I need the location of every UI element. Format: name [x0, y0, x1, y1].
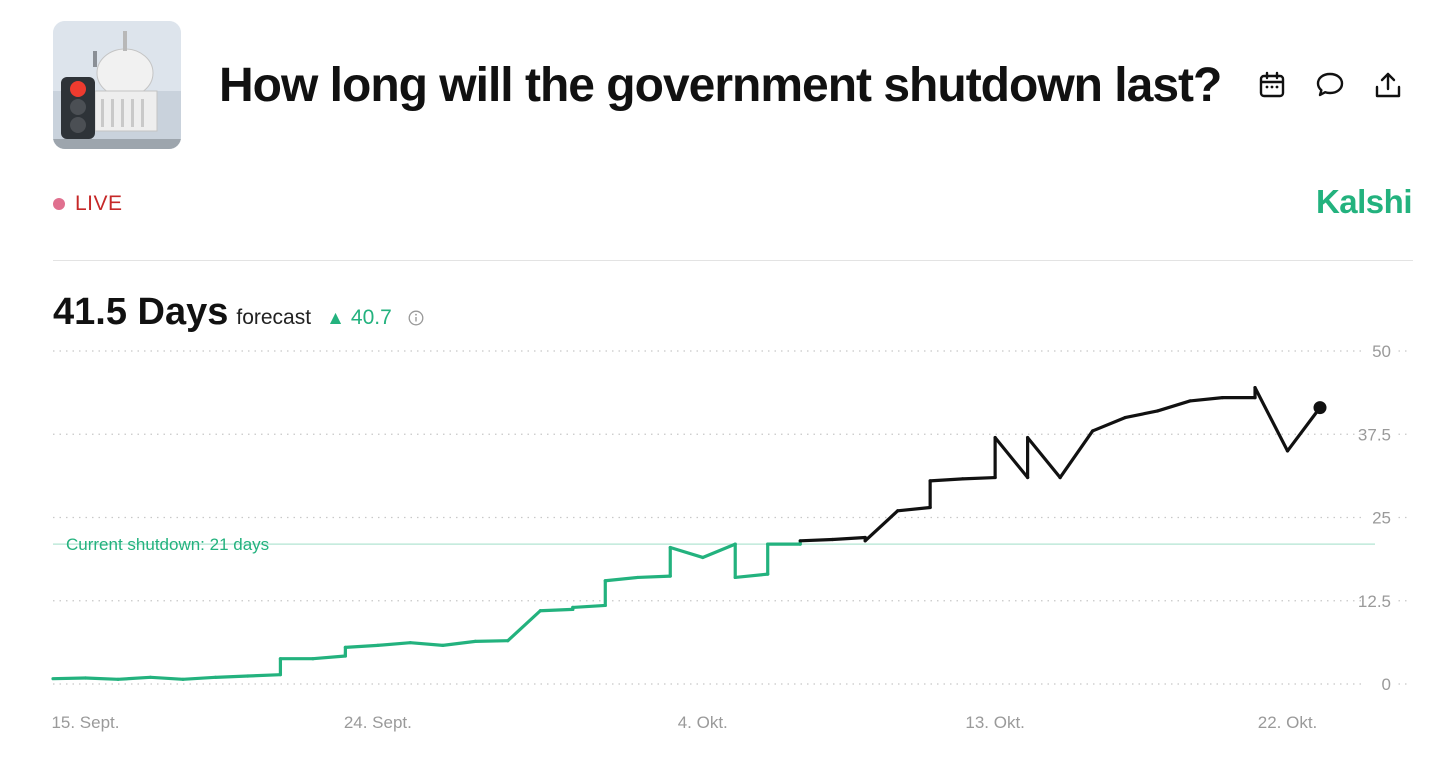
series-segment — [1188, 396, 1225, 403]
x-tick-label: 15. Sept. — [51, 713, 119, 732]
brand-logo[interactable]: Kalshi — [1315, 183, 1413, 220]
y-tick-label: 0 — [1382, 675, 1391, 694]
forecast-label: forecast — [236, 306, 312, 329]
reference-line-label: Current shutdown: 21 days — [66, 535, 269, 554]
y-tick-background — [1364, 340, 1396, 362]
series-segment — [538, 607, 575, 613]
x-tick-label: 4. Okt. — [678, 713, 728, 732]
y-tick-label: 50 — [1372, 342, 1391, 361]
calendar-icon — [1259, 71, 1285, 98]
series-segment — [1026, 435, 1062, 480]
live-label: LIVE — [75, 192, 123, 215]
forecast-change: ▲ 40.7 — [326, 306, 392, 330]
series-segment — [733, 572, 770, 580]
calendar-button[interactable] — [1256, 68, 1288, 102]
y-tick-background — [1364, 673, 1396, 695]
series-segment — [506, 609, 542, 643]
forecast-change-value: 40.7 — [350, 306, 392, 329]
series-segment — [701, 542, 737, 560]
x-tick-label: 22. Okt. — [1258, 713, 1318, 732]
series-segment — [603, 575, 640, 583]
series-segment — [798, 537, 835, 543]
y-tick-label: 25 — [1372, 509, 1391, 528]
comment-icon — [1316, 72, 1344, 97]
y-tick-label: 37.5 — [1358, 425, 1391, 444]
series-segment — [993, 435, 1030, 480]
series-segment — [863, 509, 900, 543]
series-segment — [376, 641, 412, 647]
info-button[interactable] — [408, 310, 424, 331]
x-tick-label: 24. Sept. — [344, 713, 412, 732]
series-segment — [181, 675, 218, 681]
series-segment — [831, 535, 867, 542]
series-segment — [213, 674, 250, 679]
series-segment — [311, 654, 347, 661]
series-segment — [1285, 406, 1322, 453]
share-button[interactable] — [1372, 68, 1404, 102]
forecast-chart: Current shutdown: 21 days 012.52537.550 … — [51, 340, 1410, 732]
series-segment — [1253, 386, 1290, 453]
y-tick-label: 12.5 — [1358, 592, 1391, 611]
series-segment — [1123, 409, 1160, 420]
series-segment — [246, 673, 283, 678]
series-segment — [1058, 429, 1095, 480]
market-thumbnail — [53, 21, 181, 149]
series-segment — [148, 675, 185, 681]
info-icon — [408, 310, 424, 326]
series-segment — [116, 675, 153, 681]
live-dot-icon — [53, 198, 65, 210]
x-tick-label: 13. Okt. — [965, 713, 1025, 732]
series-segment — [441, 639, 477, 647]
series-segment — [343, 643, 380, 649]
capitol-traffic-light-image — [53, 21, 181, 149]
series-segment — [473, 639, 510, 643]
triangle-up-icon: ▲ — [326, 308, 345, 329]
latest-point[interactable] — [1313, 401, 1327, 415]
series-segment — [83, 676, 120, 681]
market-title: How long will the government shutdown la… — [219, 59, 1222, 112]
live-indicator: LIVE — [53, 192, 123, 216]
series-segment — [636, 574, 672, 580]
divider — [53, 260, 1413, 261]
series-segment — [961, 475, 997, 481]
y-tick-background — [1364, 589, 1396, 612]
forecast-summary: 41.5 Days forecast ▲ 40.7 — [53, 291, 424, 334]
series-segment — [408, 641, 445, 647]
series-segment — [668, 545, 705, 560]
y-tick-background — [1364, 423, 1396, 446]
series-segment — [571, 603, 607, 610]
share-icon — [1375, 72, 1401, 98]
series-segment — [1155, 399, 1192, 413]
series-segment — [51, 676, 88, 681]
comment-button[interactable] — [1314, 68, 1346, 102]
series-segment — [1090, 415, 1127, 433]
forecast-value: 41.5 Days — [53, 291, 229, 333]
y-tick-background — [1364, 506, 1396, 529]
series-segment — [896, 505, 932, 513]
series-segment — [928, 477, 965, 483]
